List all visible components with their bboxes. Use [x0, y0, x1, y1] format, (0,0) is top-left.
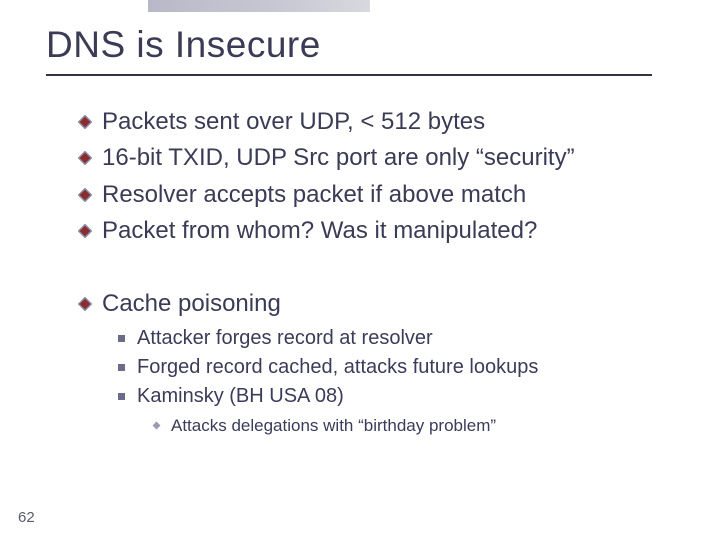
- bullet-lvl2: Attacker forges record at resolver: [118, 324, 674, 352]
- bullet-text: 16-bit TXID, UDP Src port are only “secu…: [102, 142, 674, 174]
- small-diamond-icon: [152, 421, 161, 430]
- bullet-text: Resolver accepts packet if above match: [102, 179, 674, 211]
- page-number: 62: [18, 509, 35, 526]
- diamond-icon: [78, 115, 92, 129]
- bullet-lvl3: Attacks delegations with “birthday probl…: [152, 414, 674, 438]
- bullet-lvl2: Kaminsky (BH USA 08): [118, 382, 674, 410]
- slide-body: DNS is Insecure Packets sent over UDP, <…: [0, 0, 720, 540]
- title-underline: [46, 74, 652, 76]
- diamond-icon: [78, 188, 92, 202]
- bullet-text: Attacks delegations with “birthday probl…: [171, 414, 496, 438]
- square-icon: [118, 393, 125, 400]
- slide-title: DNS is Insecure: [46, 24, 674, 66]
- lvl3-group: Attacks delegations with “birthday probl…: [118, 414, 674, 438]
- bullet-lvl2: Forged record cached, attacks future loo…: [118, 353, 674, 381]
- diamond-icon: [78, 297, 92, 311]
- bullet-lvl1: Packet from whom? Was it manipulated?: [78, 215, 674, 247]
- bullet-text: Kaminsky (BH USA 08): [137, 382, 344, 410]
- diamond-icon: [78, 224, 92, 238]
- bullet-text: Packet from whom? Was it manipulated?: [102, 215, 674, 247]
- diamond-icon: [78, 151, 92, 165]
- bullet-lvl1: 16-bit TXID, UDP Src port are only “secu…: [78, 142, 674, 174]
- bullet-text: Cache poisoning: [102, 288, 674, 320]
- bullet-text: Attacker forges record at resolver: [137, 324, 433, 352]
- lvl2-group: Attacker forges record at resolver Forge…: [78, 324, 674, 438]
- square-icon: [118, 335, 125, 342]
- bullet-lvl1: Cache poisoning: [78, 288, 674, 320]
- content-area: Packets sent over UDP, < 512 bytes 16-bi…: [46, 106, 674, 438]
- square-icon: [118, 364, 125, 371]
- bullet-text: Packets sent over UDP, < 512 bytes: [102, 106, 674, 138]
- bullet-text: Forged record cached, attacks future loo…: [137, 353, 538, 381]
- bullet-lvl1: Resolver accepts packet if above match: [78, 179, 674, 211]
- spacer: [78, 252, 674, 288]
- bullet-lvl1: Packets sent over UDP, < 512 bytes: [78, 106, 674, 138]
